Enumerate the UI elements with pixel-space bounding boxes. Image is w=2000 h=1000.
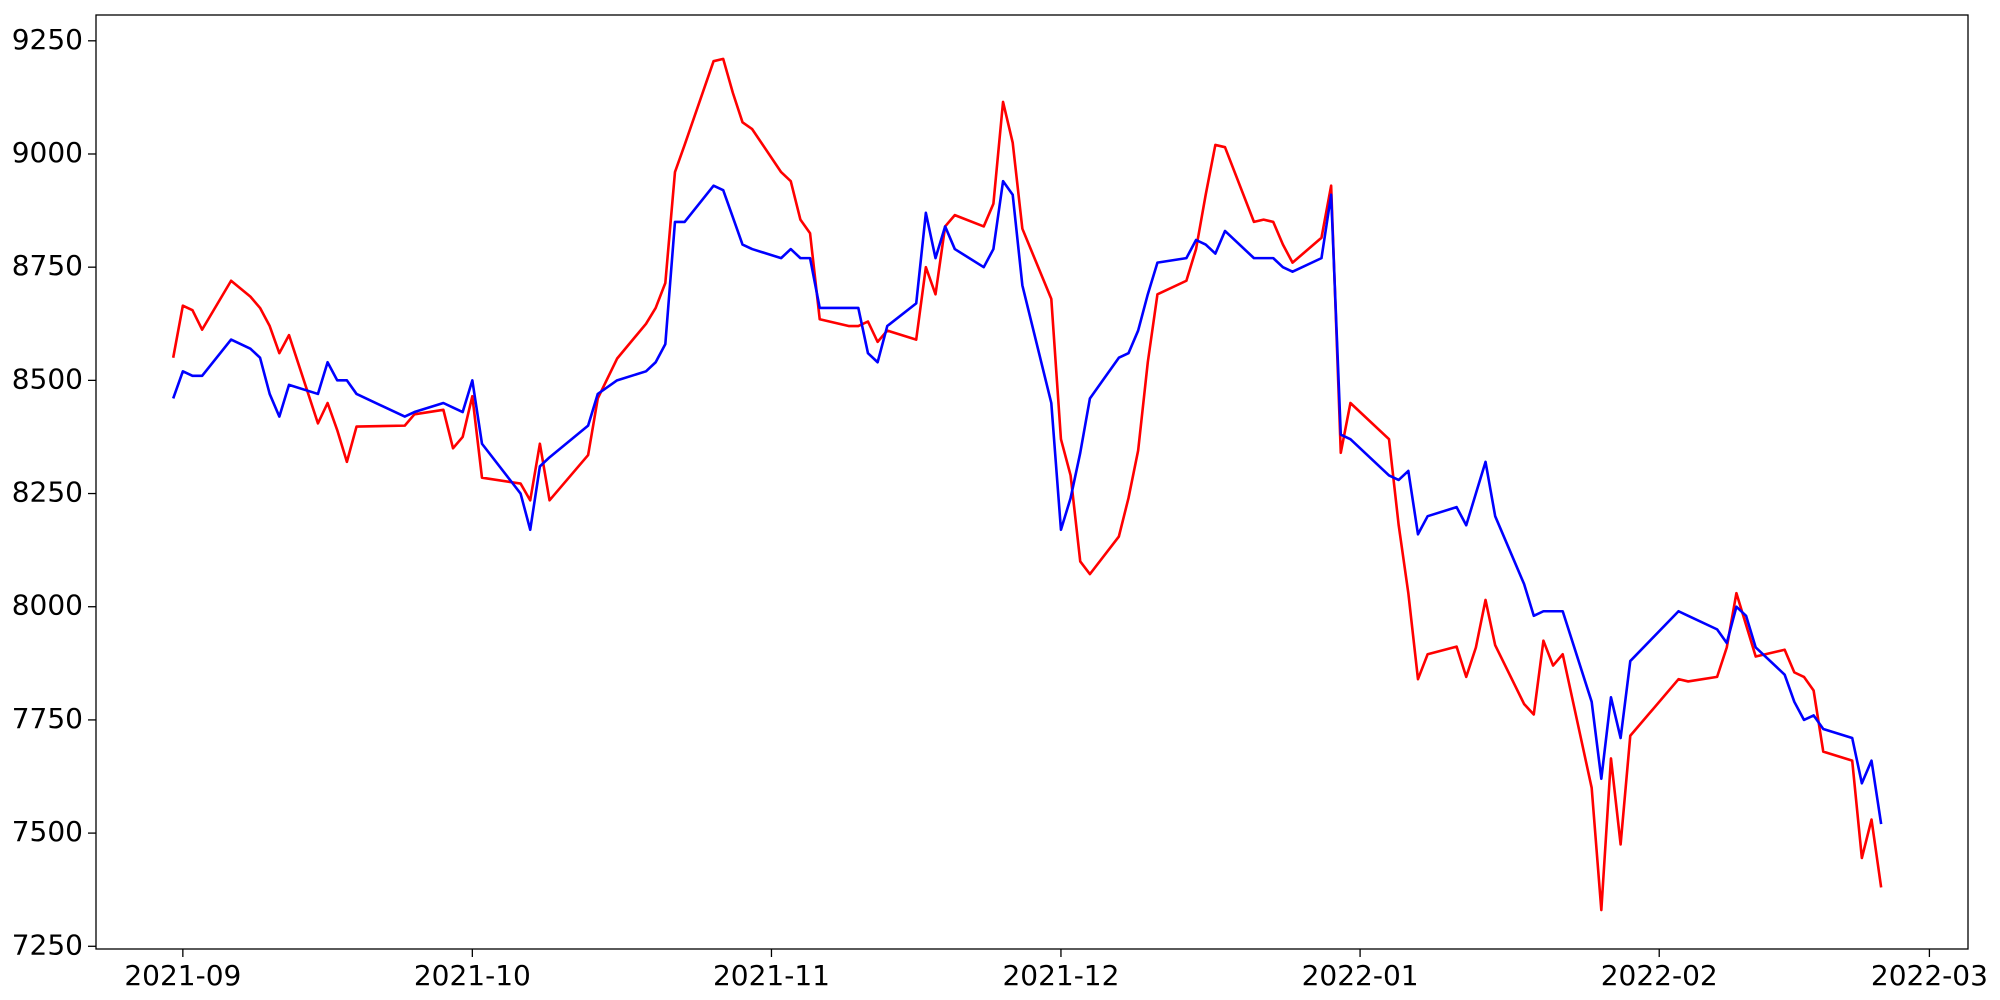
y-tick-label: 8250 (12, 476, 83, 509)
y-tick-label: 7500 (12, 815, 83, 848)
y-tick-label: 9250 (12, 23, 83, 56)
series-line (171, 179, 1883, 825)
x-tick-label: 2022-02 (1601, 959, 1718, 992)
x-tick-label: 2022-03 (1871, 959, 1988, 992)
x-tick-label: 2021-09 (124, 959, 241, 992)
series-line (171, 57, 1883, 912)
y-tick-label: 7750 (12, 702, 83, 735)
x-tick-label: 2021-12 (1002, 959, 1119, 992)
y-tick-label: 7250 (12, 928, 83, 961)
y-tick-label: 8000 (12, 589, 83, 622)
plot-frame (95, 14, 1969, 950)
x-tick-label: 2022-01 (1302, 959, 1419, 992)
y-tick-label: 8500 (12, 362, 83, 395)
x-tick-label: 2021-11 (713, 959, 830, 992)
y-tick-label: 9000 (12, 136, 83, 169)
y-tick-label: 8750 (12, 249, 83, 282)
x-tick-label: 2021-10 (414, 959, 531, 992)
